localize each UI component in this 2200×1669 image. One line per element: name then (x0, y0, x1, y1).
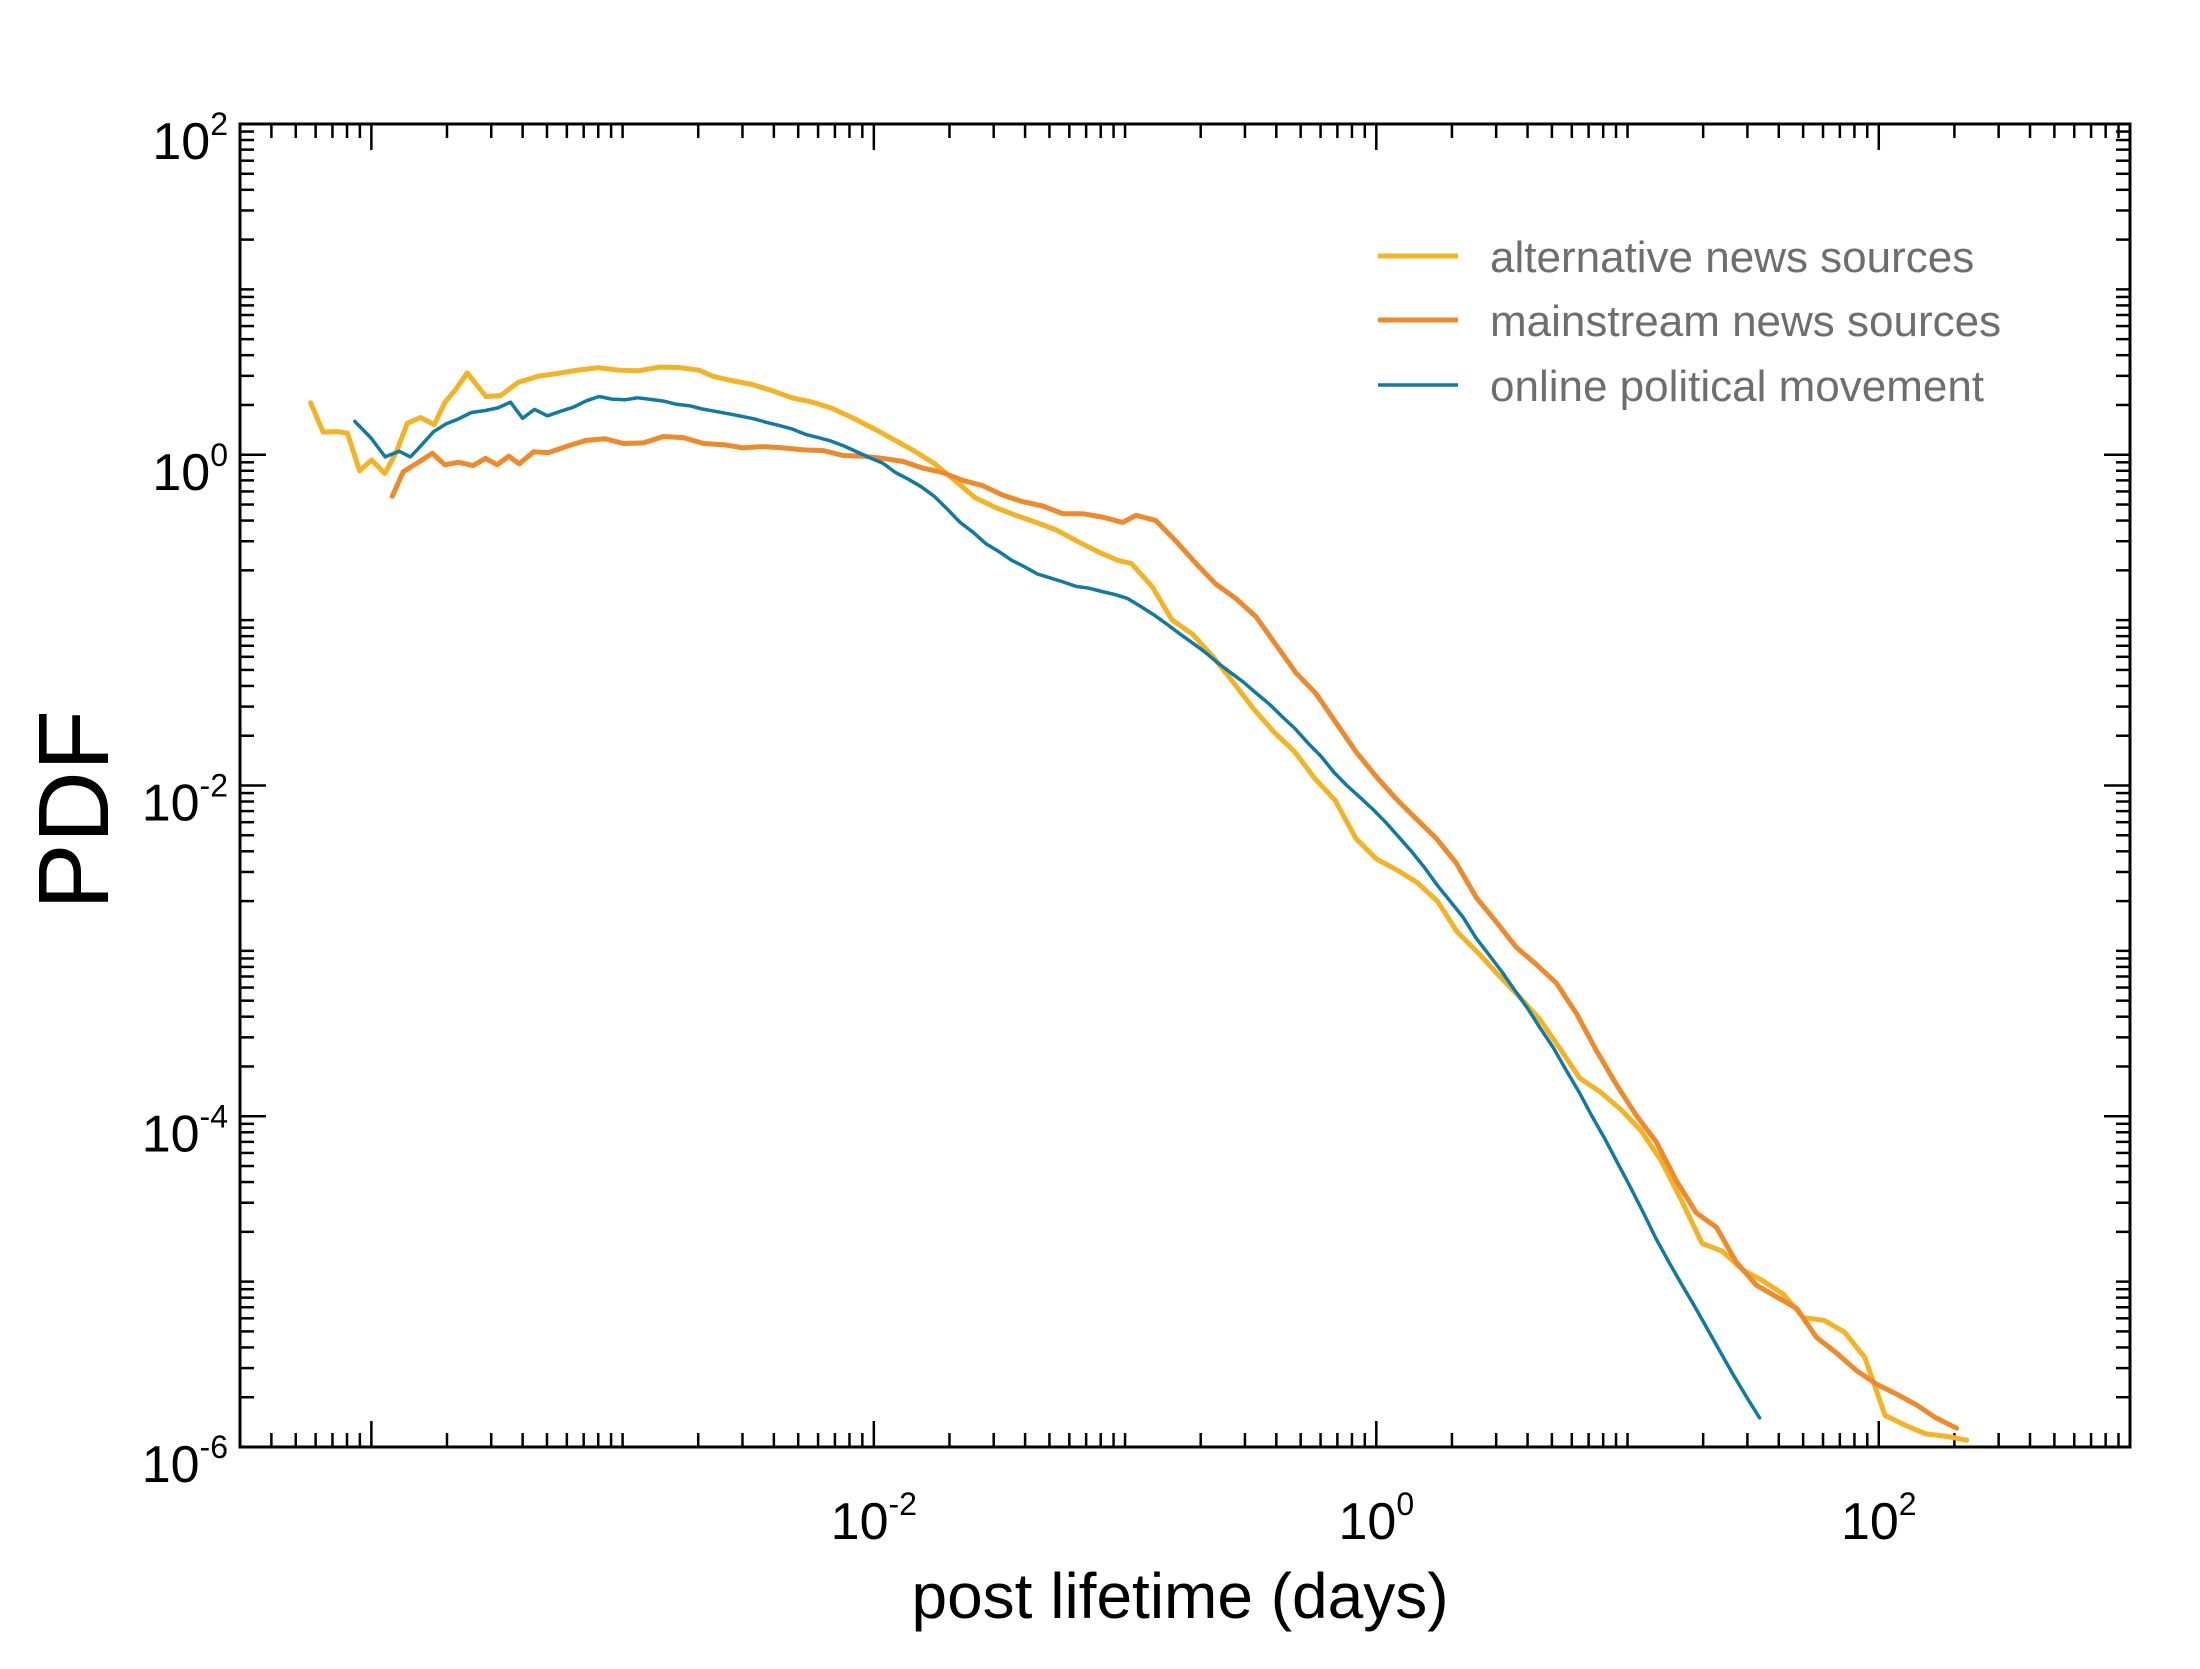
major-ticks (240, 122, 2130, 1449)
legend-label-alternative: alternative news sources (1490, 233, 1974, 282)
series-line-online-political-movement (353, 394, 1762, 1420)
y-tick-label: 100 (152, 437, 228, 502)
x-tick-label: 10-2 (831, 1486, 917, 1551)
minor-ticks (238, 124, 2130, 1447)
x-tick-label: 100 (1338, 1486, 1414, 1551)
x-tick-label: 102 (1841, 1486, 1917, 1551)
series-line-alternative-news-sources (308, 364, 1970, 1443)
legend: alternative news sources mainstream news… (1378, 233, 2001, 411)
x-tick-labels: 10-2 100 102 (831, 1486, 1917, 1551)
y-tick-label: 10-2 (142, 768, 228, 833)
y-tick-label: 10-6 (142, 1429, 228, 1494)
y-tick-labels: 10-6 10-4 10-2 100 102 (142, 106, 228, 1494)
x-axis-title: post lifetime (days) (911, 1560, 1448, 1632)
y-tick-label: 102 (152, 106, 228, 171)
series-line-mainstream-news-sources (389, 434, 1960, 1431)
legend-label-online: online political movement (1490, 362, 1984, 411)
y-tick-label: 10-4 (142, 1098, 228, 1163)
legend-label-mainstream: mainstream news sources (1490, 297, 2001, 346)
y-axis-title: PDF (18, 710, 130, 910)
series-lines (308, 364, 1970, 1443)
